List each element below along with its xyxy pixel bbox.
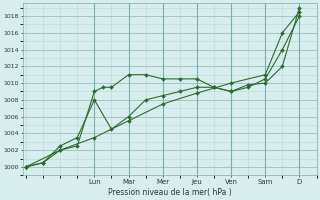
X-axis label: Pression niveau de la mer( hPa ): Pression niveau de la mer( hPa )	[108, 188, 231, 197]
